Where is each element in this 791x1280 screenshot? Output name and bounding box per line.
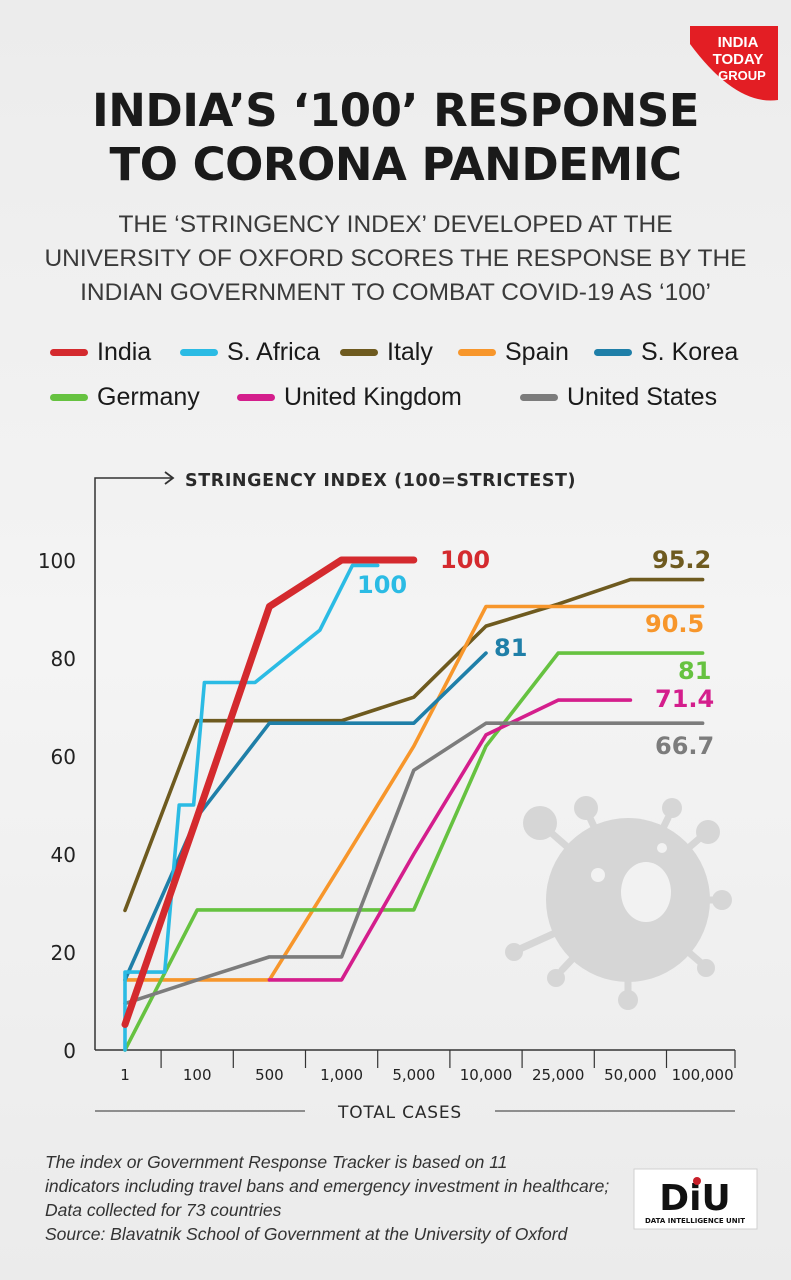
legend-swatch-united-states xyxy=(520,394,558,401)
y-tick-label-20: 20 xyxy=(51,941,76,965)
y-axis-line xyxy=(94,477,172,1050)
y-tick-label-0: 0 xyxy=(63,1039,76,1063)
brand-line-2: TODAY xyxy=(713,51,764,68)
legend-item-germany: Germany xyxy=(50,383,200,412)
diu-logo: DiU DATA INTELLIGENCE UNIT xyxy=(633,1168,758,1230)
legend-label-italy: Italy xyxy=(387,338,433,366)
x-tick-label-3: 1,000 xyxy=(320,1066,363,1084)
x-axis-title-group: TOTAL CASES xyxy=(95,1103,735,1123)
x-tick-label-6: 25,000 xyxy=(532,1066,585,1084)
diu-logo-text: DiU xyxy=(659,1178,730,1219)
brand-badge-shape xyxy=(690,26,778,101)
x-tick-label-4: 5,000 xyxy=(392,1066,435,1084)
legend-item-south-africa: S. Africa xyxy=(180,338,320,367)
legend-item-india: India xyxy=(50,338,151,367)
legend-swatch-germany xyxy=(50,394,88,401)
end-label-india: 100 xyxy=(440,546,490,574)
legend-item-spain: Spain xyxy=(458,338,569,367)
footnote-line-2: indicators including travel bans and eme… xyxy=(45,1176,610,1196)
legend-item-united-kingdom: United Kingdom xyxy=(237,383,462,412)
y-ticks: 0 20 40 60 80 100 xyxy=(38,549,76,1063)
stringency-chart: STRINGENCY INDEX (100=STRICTEST) 0 20 40 60… xyxy=(38,471,736,1123)
x-axis-title: TOTAL CASES xyxy=(337,1103,462,1123)
subtitle-line-2: UNIVERSITY OF OXFORD SCORES THE RESPONSE… xyxy=(44,245,747,272)
legend-swatch-india xyxy=(50,349,88,356)
axes xyxy=(94,471,735,1051)
footnote-line-3: Data collected for 73 countries xyxy=(45,1200,282,1220)
legend-label-germany: Germany xyxy=(97,383,200,411)
series-lines xyxy=(121,556,705,1052)
y-tick-label-80: 80 xyxy=(51,647,76,671)
legend-label-south-korea: S. Korea xyxy=(641,338,739,366)
source-line: Source: Blavatnik School of Government a… xyxy=(45,1224,568,1244)
x-tick-label-1: 100 xyxy=(183,1066,212,1084)
y-tick-label-40: 40 xyxy=(51,843,76,867)
x-ticks: 1 100 500 1,000 5,000 10,000 25,000 50,000 100,0… xyxy=(120,1050,736,1084)
x-tick-label-2: 500 xyxy=(255,1066,284,1084)
x-tick-label-8: 100,000 xyxy=(672,1066,734,1084)
legend-label-spain: Spain xyxy=(505,338,569,366)
x-tick-label-7: 50,000 xyxy=(604,1066,657,1084)
footnote-line-1: The index or Government Response Tracker… xyxy=(45,1152,508,1172)
legend-swatch-south-korea xyxy=(594,349,632,356)
end-label-south-korea: 81 xyxy=(494,634,527,662)
series-line-germany xyxy=(123,651,705,1052)
subtitle: THE ‘STRINGENCY INDEX’ DEVELOPED AT THE … xyxy=(0,208,791,310)
diu-logo-tagline: DATA INTELLIGENCE UNIT xyxy=(645,1217,745,1225)
legend-swatch-united-kingdom xyxy=(237,394,275,401)
end-label-south-africa: 100 xyxy=(357,571,407,599)
end-label-united-kingdom: 71.4 xyxy=(655,685,714,713)
legend-item-south-korea: S. Korea xyxy=(594,338,738,367)
subtitle-line-1: THE ‘STRINGENCY INDEX’ DEVELOPED AT THE xyxy=(118,211,673,238)
series-line-india xyxy=(121,556,418,1028)
y-tick-label-60: 60 xyxy=(51,745,76,769)
diu-logo-dot-icon xyxy=(693,1177,701,1185)
series-line-united-states xyxy=(123,721,705,1006)
end-labels: 100 100 95.2 90.5 81 81 71.4 66.7 xyxy=(357,546,714,760)
title-line-1: INDIA’S ‘100’ RESPONSE xyxy=(91,84,700,137)
page-title: INDIA’S ‘100’ RESPONSE TO CORONA PANDEMI… xyxy=(0,84,791,192)
end-label-spain: 90.5 xyxy=(645,610,704,638)
x-tick-label-0: 1 xyxy=(120,1066,130,1084)
title-line-2: TO CORONA PANDEMIC xyxy=(109,138,682,191)
legend-label-united-kingdom: United Kingdom xyxy=(284,383,462,411)
end-label-germany: 81 xyxy=(678,657,711,685)
india-today-group-logo: INDIA TODAY GROUP xyxy=(690,26,778,101)
legend-swatch-south-africa xyxy=(180,349,218,356)
legend-label-india: India xyxy=(97,338,152,366)
legend-label-united-states: United States xyxy=(567,383,718,411)
legend-item-united-states: United States xyxy=(520,383,717,412)
series-line-italy xyxy=(123,577,705,913)
end-label-italy: 95.2 xyxy=(652,546,711,574)
end-label-united-states: 66.7 xyxy=(655,732,714,760)
legend-label-south-africa: S. Africa xyxy=(227,338,321,366)
footnote: The index or Government Response Tracker… xyxy=(45,1150,645,1246)
series-line-united-kingdom xyxy=(267,698,633,982)
legend-swatch-spain xyxy=(458,349,496,356)
subtitle-line-3: INDIAN GOVERNMENT TO COMBAT COVID-19 AS … xyxy=(80,279,711,306)
brand-line-1: INDIA xyxy=(718,34,759,51)
brand-line-3: GROUP xyxy=(718,68,766,83)
x-tick-label-5: 10,000 xyxy=(460,1066,513,1084)
series-line-spain xyxy=(123,604,705,982)
legend-item-italy: Italy xyxy=(340,338,433,367)
legend-swatch-italy xyxy=(340,349,378,356)
y-axis-arrow xyxy=(164,471,175,485)
y-axis-title: STRINGENCY INDEX (100=STRICTEST) xyxy=(185,471,576,491)
virus-illustration xyxy=(505,796,732,1010)
y-tick-label-100: 100 xyxy=(38,549,76,573)
